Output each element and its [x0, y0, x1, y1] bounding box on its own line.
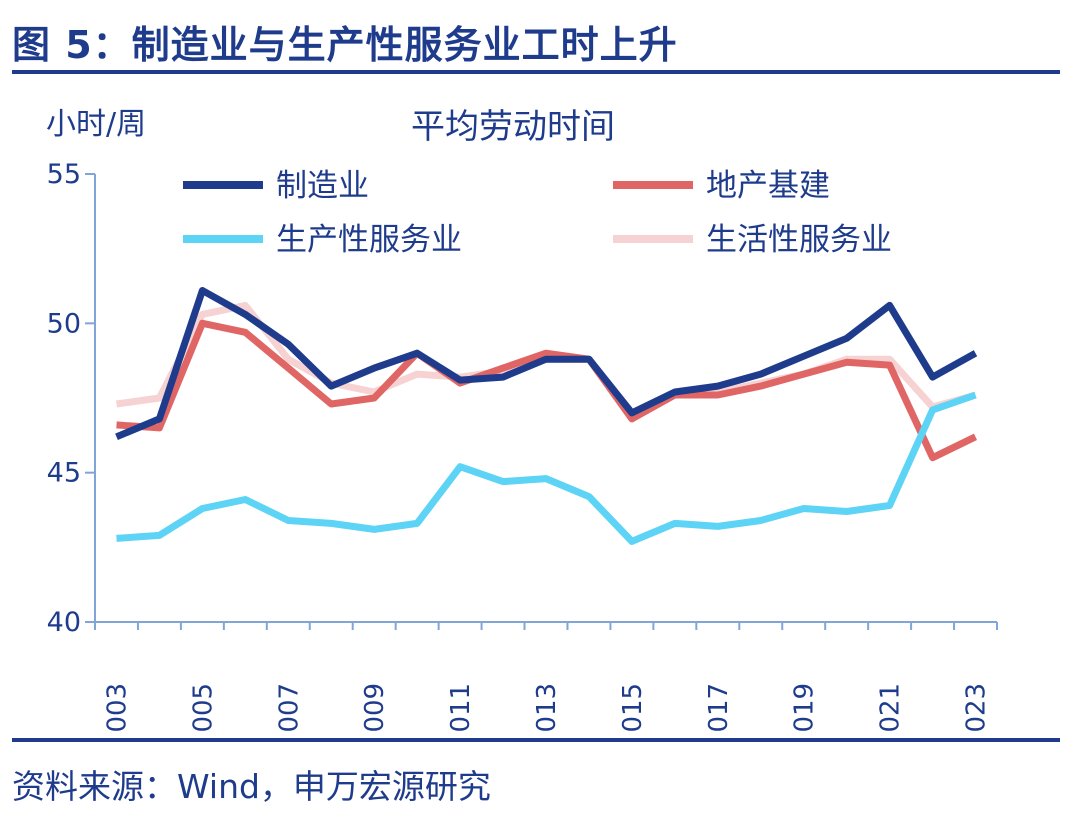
axes: 40 45 50 55 2003 2005 2007 2009 2011 2013 2015 2017…	[47, 159, 998, 735]
x-tick-label: 2009	[360, 683, 390, 735]
y-tick-label: 55	[47, 159, 81, 190]
legend-label: 制造业	[276, 168, 369, 204]
x-tick-label: 2015	[618, 683, 648, 735]
line-chart: 小时/周 平均劳动时间 40 45 50 55 2003 2005 2007 2009 2011…	[46, 107, 998, 735]
series-line-1	[115, 287, 978, 441]
y-tick-label: 45	[47, 458, 81, 489]
series-lines	[115, 287, 978, 545]
chart-title: 平均劳动时间	[411, 107, 615, 147]
y-axis-unit-label: 小时/周	[46, 107, 146, 142]
x-tick-label: 2021	[876, 683, 906, 735]
x-tick-label: 2003	[102, 683, 132, 735]
y-tick-label: 40	[47, 607, 81, 638]
x-tick-label: 2011	[446, 683, 476, 735]
x-tick-label: 2007	[274, 683, 304, 735]
legend-label: 地产基建	[706, 168, 830, 204]
series-line-2	[116, 319, 978, 462]
x-tick-label: 2013	[532, 683, 562, 735]
footer-divider	[12, 738, 1060, 742]
x-tick-label: 2017	[704, 683, 734, 735]
figure-title: 图 5：制造业与生产性服务业工时上升	[12, 23, 678, 67]
legend-label: 生活性服务业	[706, 222, 892, 258]
x-tick-label: 2005	[188, 683, 218, 735]
title-divider	[12, 70, 1060, 74]
series-line-3	[116, 391, 977, 545]
y-tick-label: 50	[47, 308, 81, 339]
legend-label: 生产性服务业	[276, 222, 462, 258]
x-tick-label: 2019	[790, 683, 820, 735]
source-note: 资料来源：Wind，申万宏源研究	[12, 767, 491, 806]
x-tick-label: 2023	[962, 683, 992, 735]
